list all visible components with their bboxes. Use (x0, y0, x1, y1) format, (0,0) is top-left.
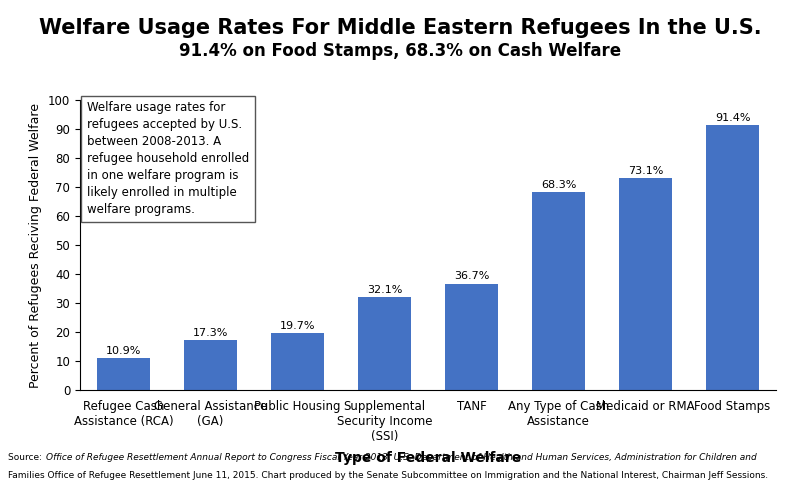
Text: 10.9%: 10.9% (106, 346, 141, 356)
Text: Welfare Usage Rates For Middle Eastern Refugees In the U.S.: Welfare Usage Rates For Middle Eastern R… (38, 18, 762, 38)
Text: 73.1%: 73.1% (628, 166, 663, 175)
Text: 32.1%: 32.1% (367, 284, 402, 294)
Bar (619, 178, 672, 390)
Text: 91.4%: 91.4% (714, 112, 750, 122)
Text: 36.7%: 36.7% (454, 271, 489, 281)
X-axis label: Type of Federal Welfare: Type of Federal Welfare (335, 451, 521, 465)
Text: 19.7%: 19.7% (280, 320, 315, 330)
Text: 68.3%: 68.3% (541, 180, 576, 190)
Bar (358, 297, 410, 390)
Bar (98, 358, 150, 390)
Bar (184, 340, 237, 390)
Text: 17.3%: 17.3% (193, 328, 228, 338)
Text: Welfare usage rates for
refugees accepted by U.S.
between 2008-2013. A
refugee h: Welfare usage rates for refugees accepte… (87, 102, 250, 216)
Y-axis label: Percent of Refugees Reciving Federal Welfare: Percent of Refugees Reciving Federal Wel… (30, 102, 42, 388)
Text: Office of Refugee Resettlement Annual Report to Congress Fiscal Year 2013, U.S. : Office of Refugee Resettlement Annual Re… (46, 454, 757, 462)
Bar (271, 333, 323, 390)
Text: Source:: Source: (8, 454, 45, 462)
Bar (706, 125, 758, 390)
Text: Families Office of Refugee Resettlement June 11, 2015. Chart produced by the Sen: Families Office of Refugee Resettlement … (8, 471, 768, 480)
Text: 91.4% on Food Stamps, 68.3% on Cash Welfare: 91.4% on Food Stamps, 68.3% on Cash Welf… (179, 42, 621, 60)
Bar (533, 192, 585, 390)
Bar (446, 284, 498, 390)
